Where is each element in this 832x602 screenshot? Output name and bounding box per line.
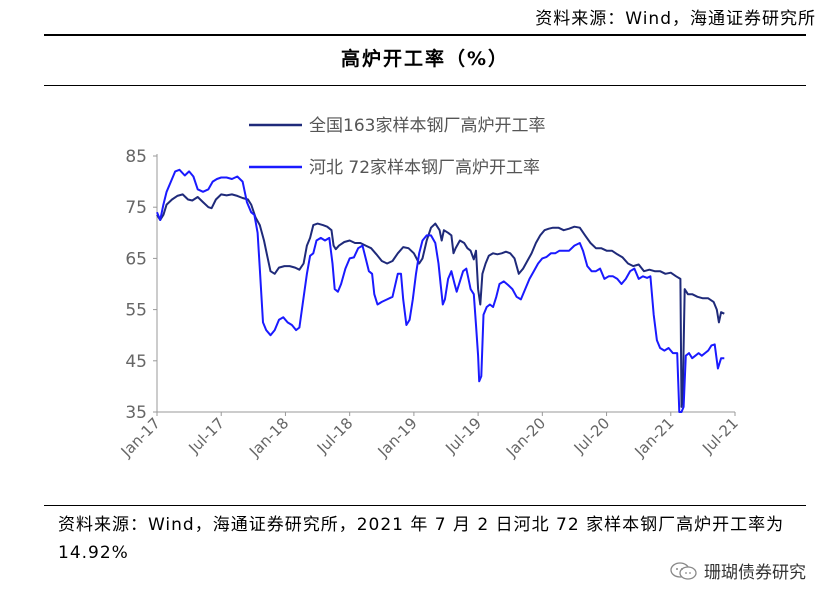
x-tick-label: Jan-21 xyxy=(630,414,677,461)
y-tick-label: 85 xyxy=(125,147,147,167)
x-tick-label: Jul-19 xyxy=(441,414,485,458)
legend-label-hebei: 河北 72家样本钢厂高炉开工率 xyxy=(309,158,540,178)
x-tick-label: Jul-21 xyxy=(698,414,742,458)
top-rule xyxy=(44,34,806,36)
x-tick-label: Jan-19 xyxy=(374,414,421,461)
x-tick-label: Jan-20 xyxy=(502,414,549,461)
y-tick-label: 55 xyxy=(125,301,147,321)
chart-title: 高炉开工率（%） xyxy=(340,48,510,70)
x-tick-label: Jul-17 xyxy=(184,414,228,458)
legend-label-national: 全国163家样本钢厂高炉开工率 xyxy=(309,116,545,136)
watermark-text: 珊瑚债券研究 xyxy=(704,563,806,583)
x-tick-label: Jul-18 xyxy=(313,414,357,458)
x-tick-label: Jan-18 xyxy=(245,414,292,461)
wechat-icon xyxy=(670,561,697,580)
y-tick-label: 65 xyxy=(125,249,147,269)
y-tick-label: 35 xyxy=(125,403,147,423)
y-tick-label: 75 xyxy=(125,198,147,218)
y-tick-label: 45 xyxy=(125,352,147,372)
footnote-text: 资料来源：Wind，海通证券研究所，2021 年 7 月 2 日河北 72 家样… xyxy=(58,515,785,563)
source-label: 资料来源：Wind，海通证券研究所 xyxy=(535,9,816,29)
series-line-hebei xyxy=(156,168,725,413)
series-line-national xyxy=(156,193,725,408)
watermark: 珊瑚债券研究 xyxy=(670,558,806,583)
x-tick-label: Jul-20 xyxy=(570,414,614,458)
footnote-rule xyxy=(44,505,806,506)
title-rule xyxy=(44,85,806,86)
